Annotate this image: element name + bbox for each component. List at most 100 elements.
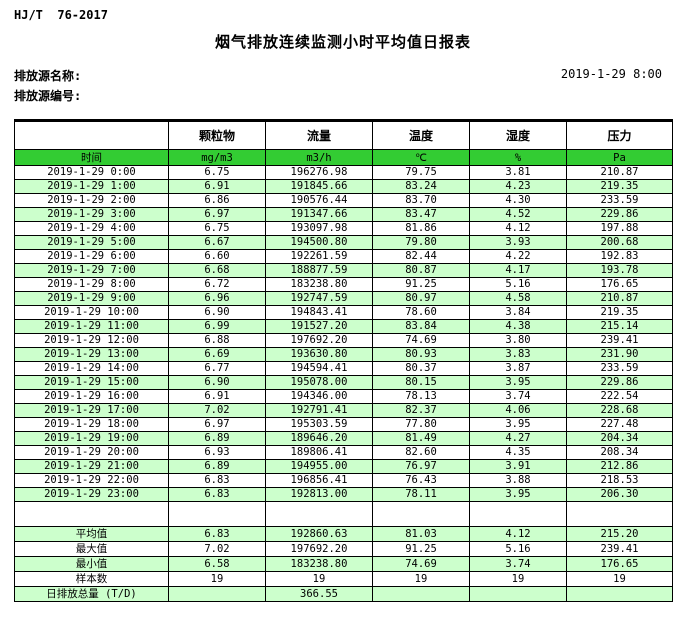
hour-row: 2019-1-29 3:00 6.97 191347.66 83.47 4.52 229.… xyxy=(14,207,673,222)
hour-value-cell: 82.60 xyxy=(372,445,470,460)
hour-value-cell: 6.83 xyxy=(168,473,266,488)
hour-value-cell: 4.22 xyxy=(469,249,567,264)
hour-value-cell: 206.30 xyxy=(566,487,673,502)
summary-value-cell: 3.74 xyxy=(469,556,567,572)
hour-value-cell: 78.13 xyxy=(372,389,470,404)
hour-value-cell: 233.59 xyxy=(566,361,673,376)
hour-value-cell: 6.72 xyxy=(168,277,266,292)
separator-cell xyxy=(566,501,673,527)
hour-row: 2019-1-29 13:00 6.69 193630.80 80.93 3.83 231… xyxy=(14,347,673,362)
hour-value-cell: 82.37 xyxy=(372,403,470,418)
hour-value-cell: 4.27 xyxy=(469,431,567,446)
hour-value-cell: 196856.41 xyxy=(265,473,373,488)
source-code-label: 排放源编号: xyxy=(14,89,82,103)
column-header-particulate: 颗粒物 xyxy=(168,120,266,150)
hour-time-cell: 2019-1-29 20:00 xyxy=(14,445,169,460)
hour-value-cell: 80.37 xyxy=(372,361,470,376)
hour-time-cell: 2019-1-29 3:00 xyxy=(14,207,169,222)
summary-value-cell: 19 xyxy=(168,571,266,587)
hour-value-cell: 76.43 xyxy=(372,473,470,488)
hour-time-cell: 2019-1-29 0:00 xyxy=(14,165,169,180)
hour-value-cell: 208.34 xyxy=(566,445,673,460)
hour-row: 2019-1-29 10:00 6.90 194843.41 78.60 3.84 219… xyxy=(14,305,673,320)
hour-value-cell: 83.47 xyxy=(372,207,470,222)
hour-value-cell: 3.95 xyxy=(469,375,567,390)
hour-value-cell: 3.83 xyxy=(469,347,567,362)
separator-row xyxy=(14,501,673,527)
hour-value-cell: 215.14 xyxy=(566,319,673,334)
hour-time-cell: 2019-1-29 19:00 xyxy=(14,431,169,446)
hour-value-cell: 6.89 xyxy=(168,431,266,446)
hour-value-cell: 4.06 xyxy=(469,403,567,418)
hour-time-cell: 2019-1-29 1:00 xyxy=(14,179,169,194)
hour-value-cell: 81.86 xyxy=(372,221,470,236)
hour-row: 2019-1-29 16:00 6.91 194346.00 78.13 3.74 222… xyxy=(14,389,673,404)
hour-value-cell: 79.75 xyxy=(372,165,470,180)
hour-time-cell: 2019-1-29 10:00 xyxy=(14,305,169,320)
hour-value-cell: 3.81 xyxy=(469,165,567,180)
hour-value-cell: 6.93 xyxy=(168,445,266,460)
report-table: 颗粒物 流量 温度 湿度 压力 时间 mg/m3 m3/h ℃ % Pa 201… xyxy=(14,119,673,602)
separator-cell xyxy=(469,501,567,527)
hour-row: 2019-1-29 6:00 6.60 192261.59 82.44 4.22 192.… xyxy=(14,249,673,264)
separator-cell xyxy=(265,501,373,527)
summary-value-cell: 215.20 xyxy=(566,526,673,542)
summary-value-cell xyxy=(566,586,673,602)
hour-value-cell: 229.86 xyxy=(566,207,673,222)
hour-value-cell: 6.97 xyxy=(168,417,266,432)
hour-row: 2019-1-29 0:00 6.75 196276.98 79.75 3.81 210.… xyxy=(14,165,673,180)
hour-value-cell: 191845.66 xyxy=(265,179,373,194)
hour-row: 2019-1-29 7:00 6.68 188877.59 80.87 4.17 193.… xyxy=(14,263,673,278)
hour-value-cell: 91.25 xyxy=(372,277,470,292)
hour-value-cell: 194346.00 xyxy=(265,389,373,404)
hour-value-cell: 228.68 xyxy=(566,403,673,418)
summary-value-cell: 19 xyxy=(265,571,373,587)
unit-cell-flow: m3/h xyxy=(265,149,373,166)
hour-value-cell: 176.65 xyxy=(566,277,673,292)
hour-row: 2019-1-29 20:00 6.93 189806.41 82.60 4.35 208… xyxy=(14,445,673,460)
hour-row: 2019-1-29 23:00 6.83 192813.00 78.11 3.95 206… xyxy=(14,487,673,502)
hour-value-cell: 192813.00 xyxy=(265,487,373,502)
hour-row: 2019-1-29 12:00 6.88 197692.20 74.69 3.80 239… xyxy=(14,333,673,348)
hour-value-cell: 233.59 xyxy=(566,193,673,208)
hour-value-cell: 74.69 xyxy=(372,333,470,348)
hour-value-cell: 219.35 xyxy=(566,305,673,320)
hour-value-cell: 80.93 xyxy=(372,347,470,362)
summary-value-cell: 4.12 xyxy=(469,526,567,542)
hour-value-cell: 3.87 xyxy=(469,361,567,376)
hour-time-cell: 2019-1-29 7:00 xyxy=(14,263,169,278)
hour-value-cell: 183238.80 xyxy=(265,277,373,292)
hour-value-cell: 3.88 xyxy=(469,473,567,488)
summary-value-cell xyxy=(372,586,470,602)
hour-time-cell: 2019-1-29 15:00 xyxy=(14,375,169,390)
hour-value-cell: 210.87 xyxy=(566,165,673,180)
hour-value-cell: 82.44 xyxy=(372,249,470,264)
hour-row: 2019-1-29 22:00 6.83 196856.41 76.43 3.88 218… xyxy=(14,473,673,488)
hour-row: 2019-1-29 15:00 6.90 195078.00 80.15 3.95 229… xyxy=(14,375,673,390)
separator-cell xyxy=(14,501,169,527)
summary-label-cell: 最小值 xyxy=(14,556,169,572)
hour-time-cell: 2019-1-29 4:00 xyxy=(14,221,169,236)
hourly-body: 2019-1-29 0:00 6.75 196276.98 79.75 3.81 210.… xyxy=(14,165,673,502)
hour-value-cell: 6.91 xyxy=(168,179,266,194)
hour-value-cell: 3.95 xyxy=(469,487,567,502)
hour-value-cell: 212.86 xyxy=(566,459,673,474)
hour-value-cell: 76.97 xyxy=(372,459,470,474)
hour-value-cell: 227.48 xyxy=(566,417,673,432)
column-header-humidity: 湿度 xyxy=(469,120,567,150)
hour-value-cell: 194843.41 xyxy=(265,305,373,320)
hour-row: 2019-1-29 18:00 6.97 195303.59 77.80 3.95 227… xyxy=(14,417,673,432)
corner-cell xyxy=(14,120,169,150)
hour-row: 2019-1-29 5:00 6.67 194500.80 79.80 3.93 200.… xyxy=(14,235,673,250)
hour-row: 2019-1-29 1:00 6.91 191845.66 83.24 4.23 219.… xyxy=(14,179,673,194)
report-page: HJ/T 76-2017 烟气排放连续监测小时平均值日报表 排放源名称: 排放源… xyxy=(14,8,673,602)
summary-row: 样本数 19 19 19 19 19 xyxy=(14,571,673,587)
hour-value-cell: 6.77 xyxy=(168,361,266,376)
hour-value-cell: 4.30 xyxy=(469,193,567,208)
summary-value-cell: 81.03 xyxy=(372,526,470,542)
summary-row: 最小值 6.58 183238.80 74.69 3.74 176.65 xyxy=(14,556,673,572)
hour-value-cell: 4.35 xyxy=(469,445,567,460)
summary-value-cell: 183238.80 xyxy=(265,556,373,572)
hour-time-cell: 2019-1-29 22:00 xyxy=(14,473,169,488)
unit-cell-pressure: Pa xyxy=(566,149,673,166)
